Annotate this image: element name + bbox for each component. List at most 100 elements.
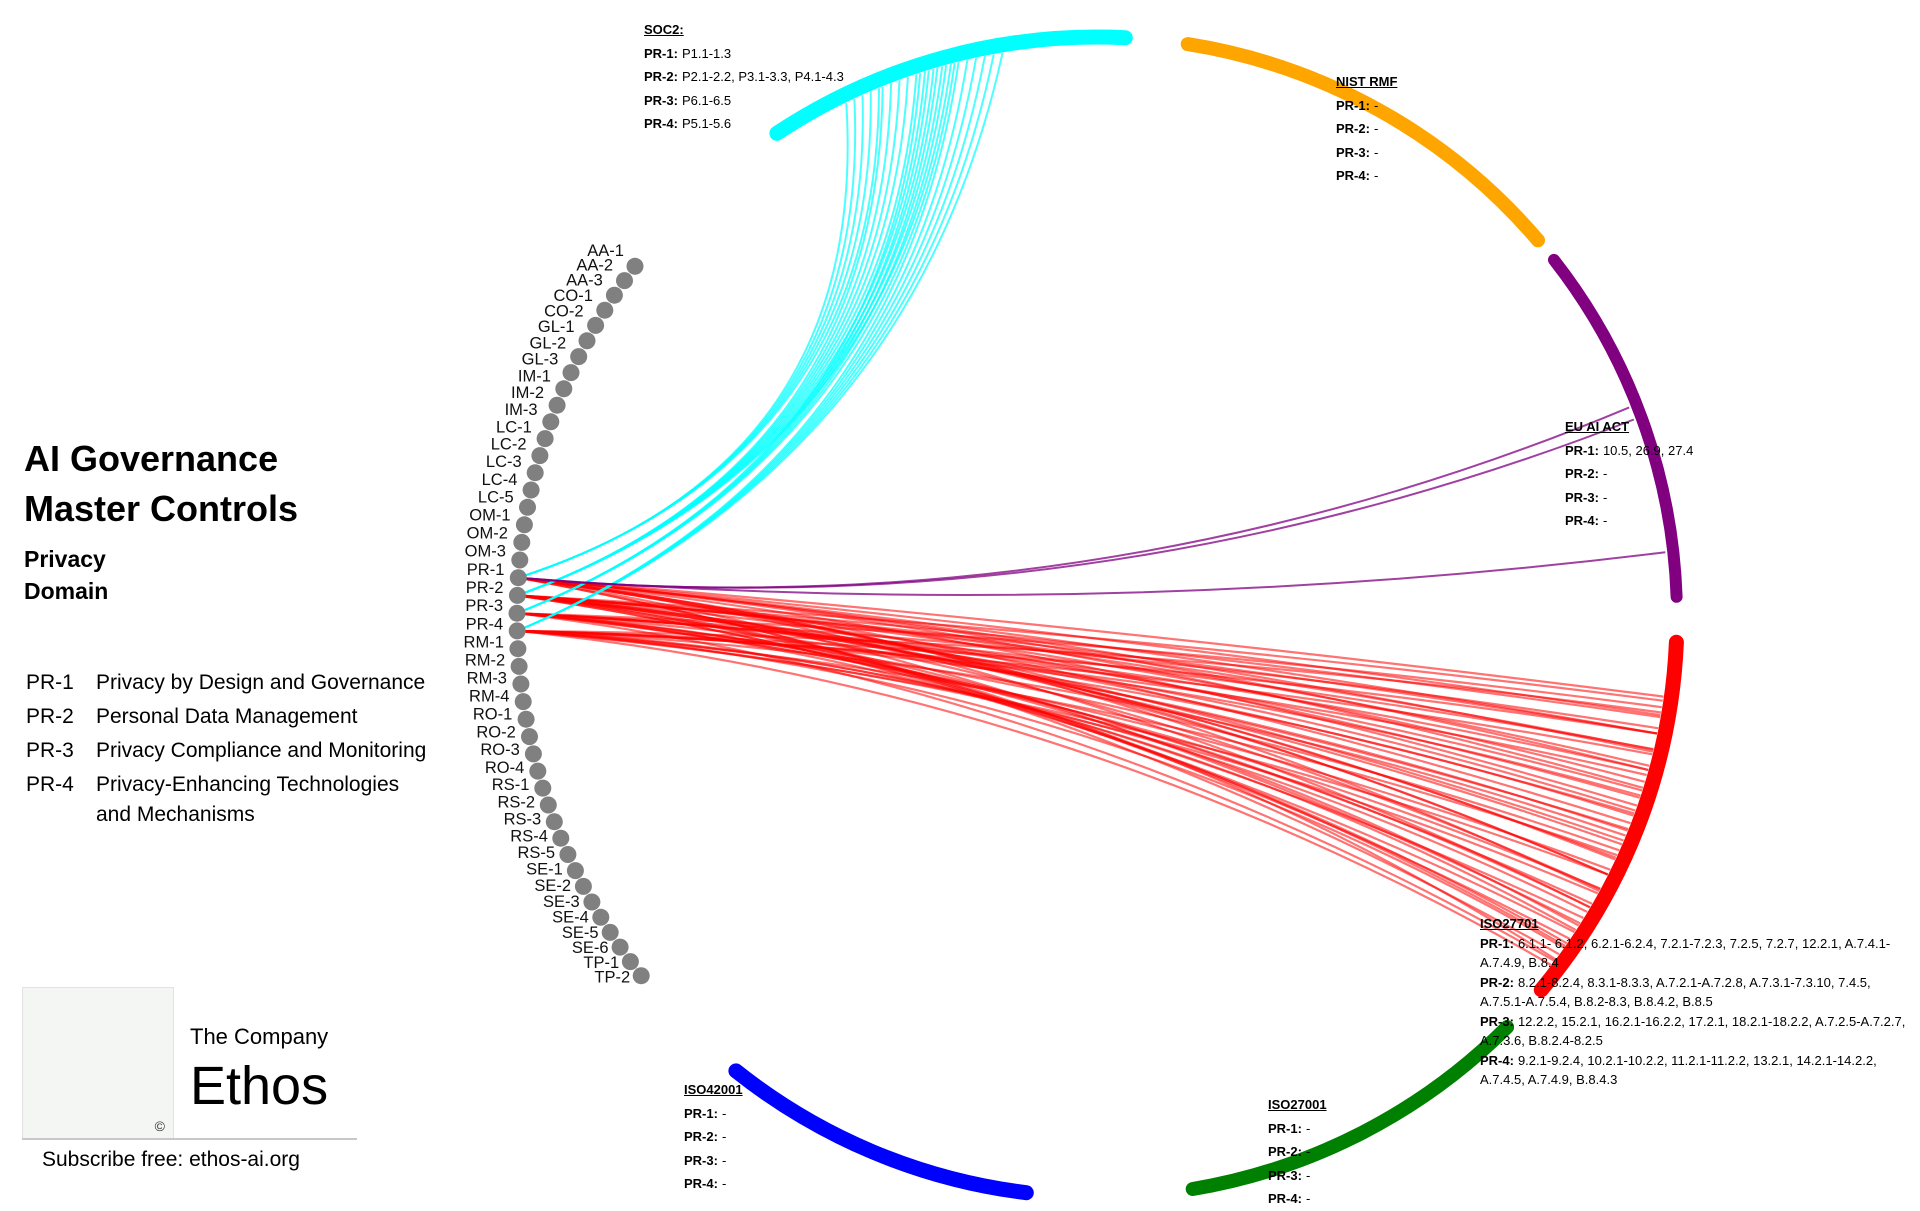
row-label: PR-4: <box>1336 168 1370 183</box>
control-node-label: IM-3 <box>505 401 538 419</box>
row-value: 9.2.1-9.2.4, 10.2.1-10.2.2, 11.2.1-11.2.… <box>1480 1052 1877 1088</box>
control-node-label: RO-4 <box>485 759 524 777</box>
control-node-label: AA-3 <box>566 272 603 290</box>
control-node <box>508 586 526 604</box>
row-value: - <box>1373 168 1379 183</box>
row-value: - <box>1305 1191 1311 1206</box>
framework-row: PR-3: P6.1-6.5 <box>644 89 844 113</box>
control-node-label: RS-2 <box>498 794 536 812</box>
row-value: - <box>1373 144 1379 160</box>
control-node <box>545 813 563 831</box>
legend-code: PR-1 <box>26 671 74 694</box>
chord-link <box>518 418 1635 589</box>
framework-row: PR-4: P5.1-5.6 <box>644 112 844 136</box>
control-node <box>517 710 535 728</box>
control-node <box>578 332 596 350</box>
control-node-label: TP-1 <box>583 954 619 972</box>
framework-row: PR-4: - <box>1565 509 1693 533</box>
row-value: P6.1-6.5 <box>681 92 732 108</box>
row-value: - <box>1305 1144 1311 1159</box>
control-node <box>552 829 570 847</box>
row-label: PR-3: <box>644 92 678 108</box>
row-label: PR-1: <box>1565 442 1599 458</box>
domain-line-2: Domain <box>24 578 109 604</box>
control-node <box>611 938 629 956</box>
control-node <box>596 301 614 319</box>
row-value: - <box>1602 489 1608 505</box>
framework-arcs <box>728 29 1684 1201</box>
divider <box>22 1138 357 1140</box>
legend-text: Privacy Compliance and Monitoring <box>96 739 427 762</box>
row-value: 10.5, 26.9, 27.4 <box>1602 442 1694 458</box>
framework-row: PR-4: - <box>1336 164 1397 188</box>
page-title: AI Governance Master Controls <box>24 434 298 534</box>
subscribe-link[interactable]: Subscribe free: ethos-ai.org <box>42 1148 300 1171</box>
copyright-mark: © <box>154 1118 165 1134</box>
domain-label: Privacy Domain <box>24 543 108 607</box>
framework-eu-ai-act: EU AI ACT PR-1: 10.5, 26.9, 27.4 PR-2: - P… <box>1565 415 1693 533</box>
legend-item: PR-3 Privacy Compliance and Monitoring <box>26 736 436 766</box>
control-node-label: RM-4 <box>469 688 509 706</box>
control-legend: PR-1 Privacy by Design and Governance PR… <box>26 668 436 834</box>
row-value: 6.1.1- 6.1.2, 6.2.1-6.2.4, 7.2.1-7.2.3, … <box>1480 935 1891 971</box>
framework-row: PR-2: - <box>1565 462 1693 486</box>
control-node-label: RS-1 <box>492 776 530 794</box>
control-node <box>574 877 592 895</box>
row-value: - <box>1305 1120 1311 1136</box>
row-label: PR-3: <box>1565 489 1599 505</box>
row-value: P2.1-2.2, P3.1-3.3, P4.1-4.3 <box>681 69 844 84</box>
control-node-label: PR-4 <box>466 615 504 633</box>
chord-link <box>516 612 1628 832</box>
control-node-label: LC-1 <box>496 418 532 436</box>
arc-iso27001 <box>1185 1020 1515 1196</box>
framework-row: PR-1: P1.1-1.3 <box>644 42 844 66</box>
framework-row: PR-1: 6.1.1- 6.1.2, 6.2.1-6.2.4, 7.2.1-7.… <box>1480 934 1910 973</box>
row-label: PR-1: <box>684 1105 718 1121</box>
chord-link <box>517 86 884 597</box>
row-value: - <box>1602 513 1608 528</box>
legend-code: PR-3 <box>26 739 74 762</box>
control-node <box>529 762 547 780</box>
framework-row: PR-3: 12.2.2, 15.2.1, 16.2.1-16.2.2, 17.2… <box>1480 1012 1910 1051</box>
title-line-2: Master Controls <box>24 488 299 529</box>
control-node-label: TP-2 <box>594 968 630 986</box>
legend-code: PR-2 <box>26 705 74 728</box>
control-node <box>509 640 527 658</box>
company-name-small: The Company <box>190 1024 329 1049</box>
control-node <box>566 862 584 880</box>
chord-link <box>516 612 1662 709</box>
control-node-label: RS-4 <box>510 828 548 846</box>
control-node <box>605 286 623 304</box>
row-value: - <box>721 1152 727 1168</box>
control-node <box>592 908 610 926</box>
framework-iso27701: ISO27701 PR-1: 6.1.1- 6.1.2, 6.2.1-6.2.4,… <box>1480 914 1910 1090</box>
control-node-label: PR-1 <box>467 561 505 579</box>
chord-link <box>516 612 1601 890</box>
control-node-label: LC-2 <box>491 436 527 454</box>
framework-title: NIST RMF <box>1336 74 1398 89</box>
control-node <box>531 447 549 465</box>
row-label: PR-3: <box>684 1152 718 1168</box>
domain-line-1: Privacy <box>24 546 106 572</box>
chord-links <box>516 52 1666 966</box>
row-label: PR-4: <box>1268 1191 1302 1206</box>
control-node <box>587 316 605 334</box>
control-node <box>514 693 532 711</box>
chord-link <box>517 629 1565 949</box>
control-node-label: PR-2 <box>466 579 504 597</box>
chord-link <box>518 576 1664 698</box>
control-node-label: SE-5 <box>562 924 599 942</box>
framework-row: PR-2: - <box>1268 1140 1327 1164</box>
control-node-label: SE-4 <box>552 909 589 927</box>
row-label: PR-2: <box>1336 121 1370 136</box>
row-label: PR-4: <box>1565 513 1599 528</box>
row-value: P5.1-5.6 <box>681 116 732 131</box>
control-node <box>562 364 580 382</box>
row-label: PR-1: <box>1336 97 1370 113</box>
row-value: - <box>721 1105 727 1121</box>
row-value: - <box>1305 1167 1311 1183</box>
framework-row: PR-2: P2.1-2.2, P3.1-3.3, P4.1-4.3 <box>644 65 844 89</box>
control-node <box>621 953 639 971</box>
row-value: - <box>721 1129 727 1144</box>
control-node-label: RO-3 <box>480 741 519 759</box>
